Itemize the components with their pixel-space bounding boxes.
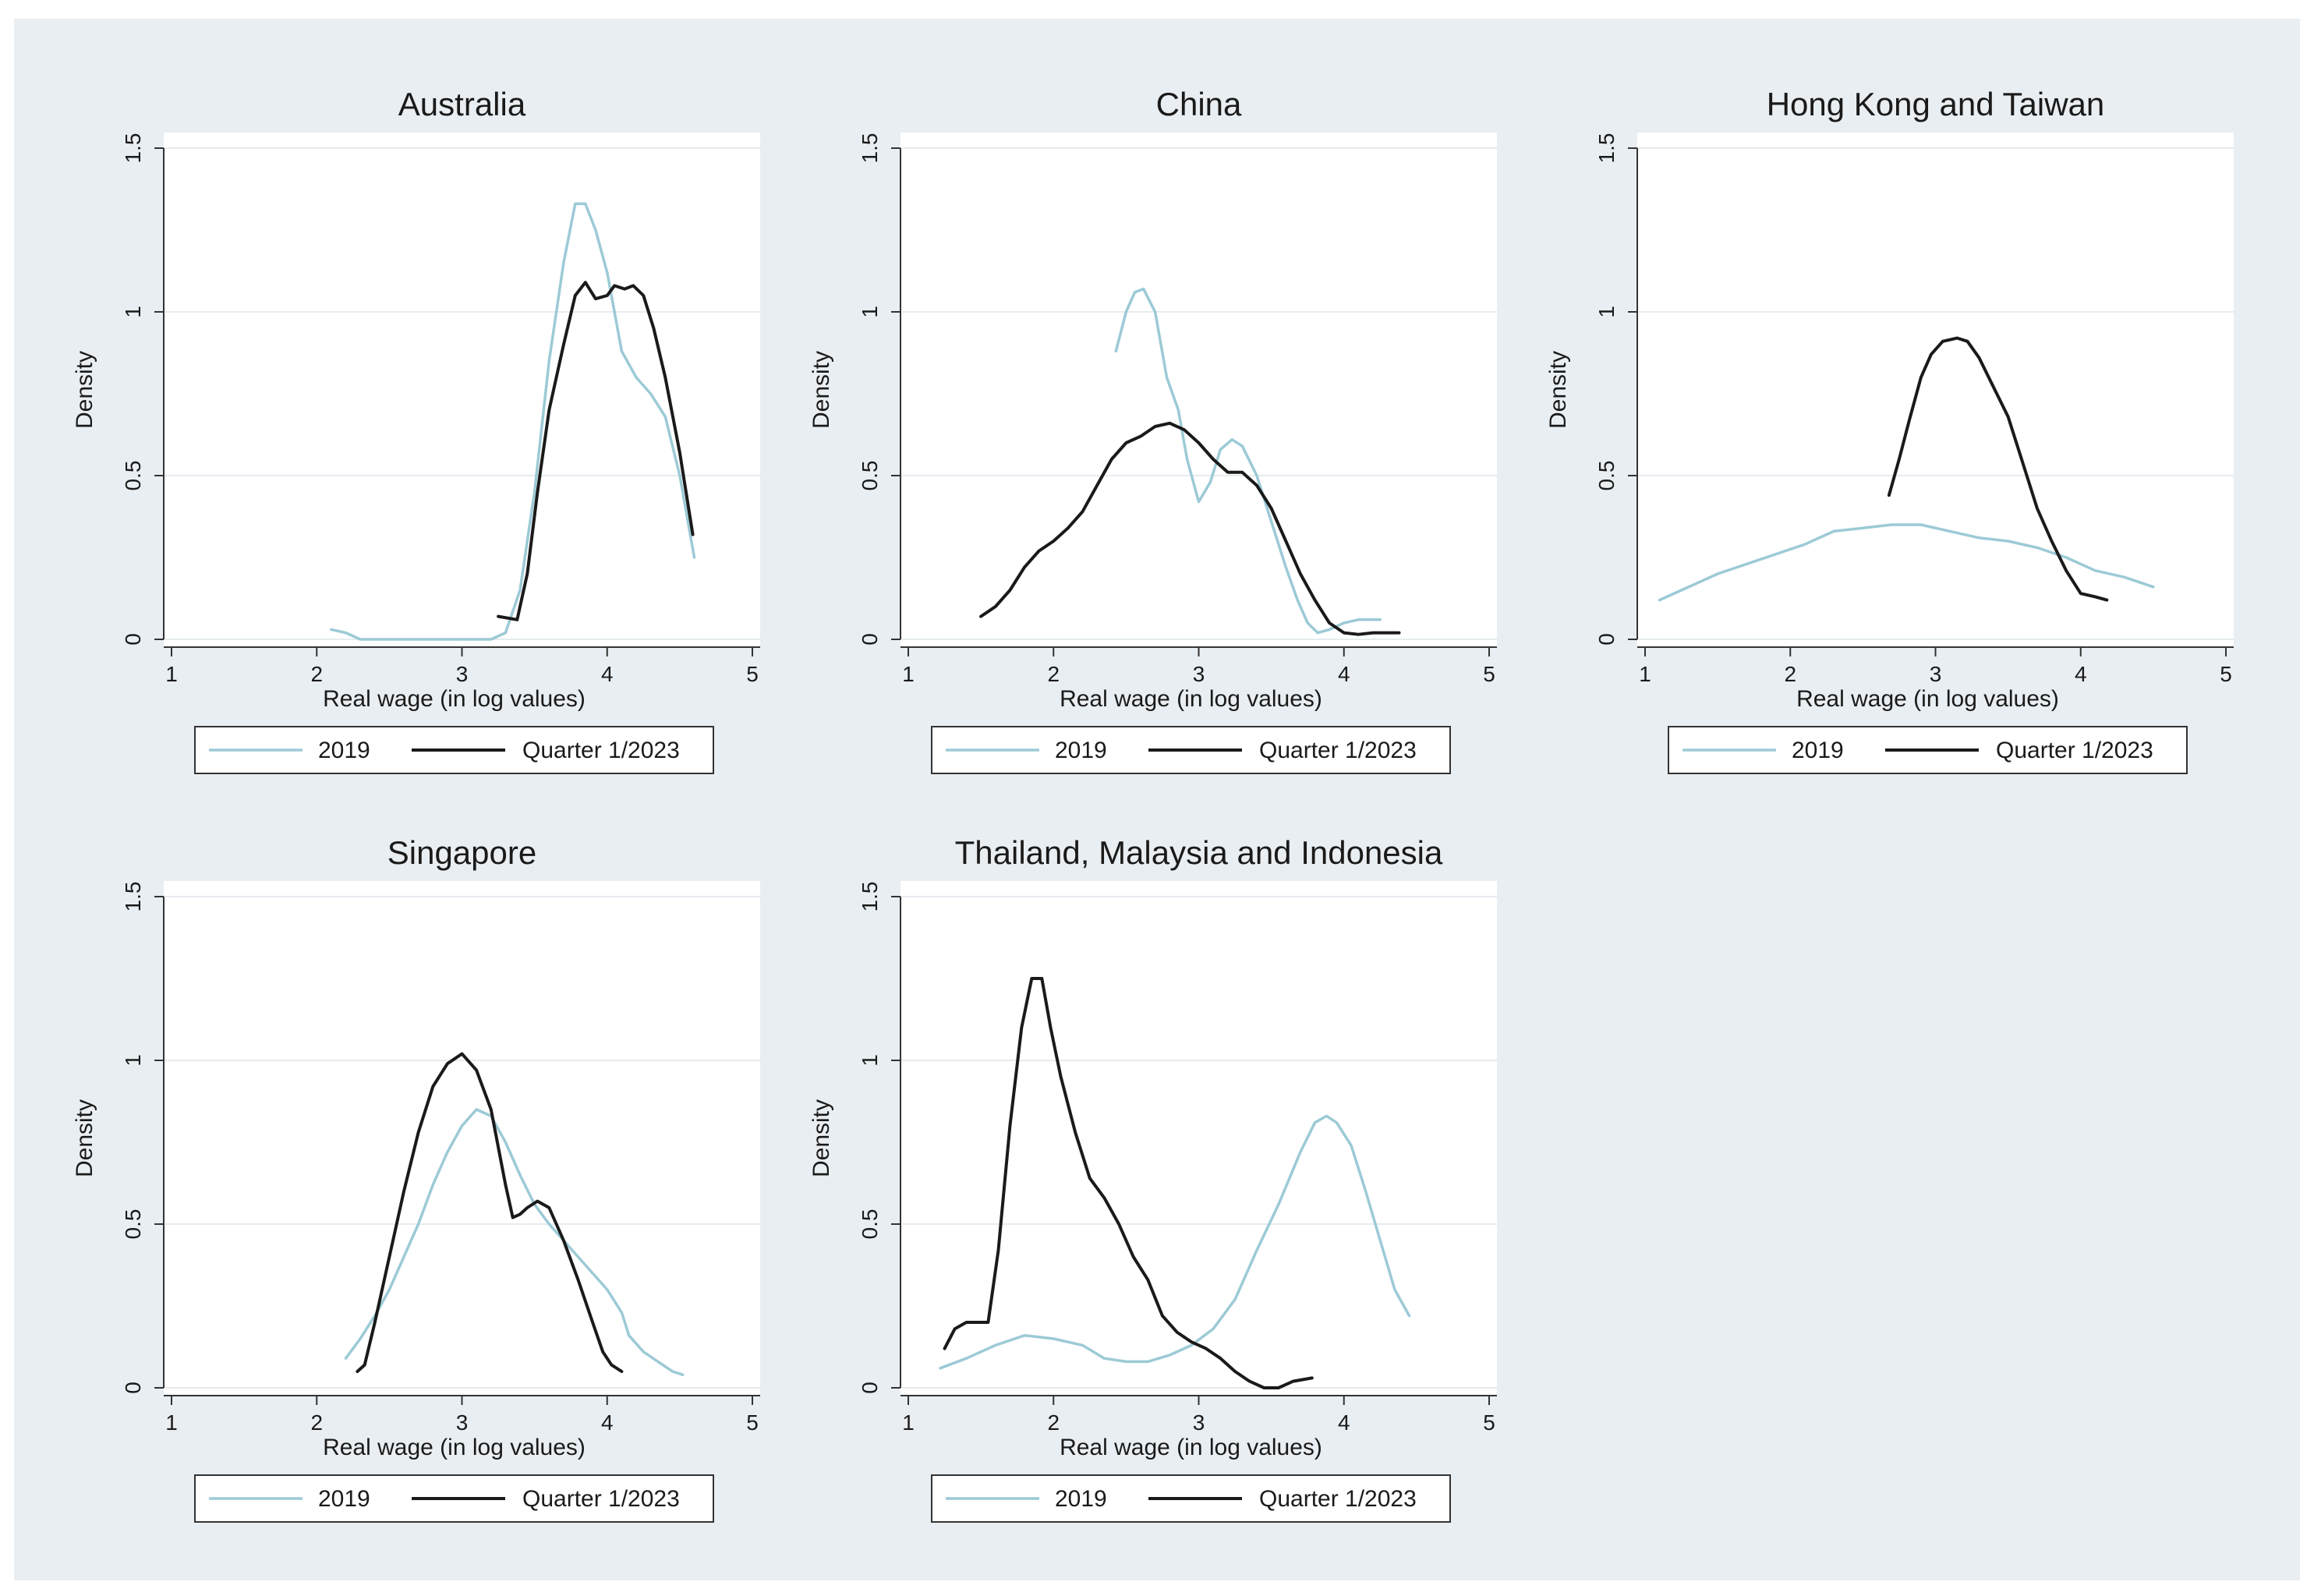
- y-tick-label: 1.5: [121, 133, 145, 164]
- y-tick-label: 1: [858, 306, 882, 318]
- x-tick-label: 3: [456, 662, 469, 686]
- series-line-q1-2023: [1887, 336, 2109, 602]
- x-tick-label: 2: [1047, 1410, 1060, 1435]
- x-tick-label: 1: [165, 662, 178, 686]
- y-axis-title: Density: [72, 351, 97, 429]
- x-tick-label: 5: [746, 662, 759, 686]
- x-tick-label: 4: [1338, 1410, 1350, 1435]
- y-tick-label: 0.5: [121, 1209, 145, 1240]
- x-tick-label: 2: [310, 662, 323, 686]
- legend-label-q1-2023: Quarter 1/2023: [1259, 1486, 1417, 1512]
- panel-5: Thailand, Malaysia and Indonesia 0 0.5 1 1.5…: [808, 834, 1497, 1523]
- series-line-2019: [1114, 287, 1382, 635]
- y-axis-title: Density: [808, 351, 834, 429]
- plot-area: [164, 881, 760, 1396]
- y-tick-label: 1.5: [858, 133, 882, 164]
- x-tick-label: 5: [2220, 662, 2232, 686]
- x-tick-label: 1: [902, 1410, 915, 1435]
- y-tick-label: 1: [121, 1054, 145, 1067]
- x-tick-label: 5: [1483, 1410, 1495, 1435]
- y-tick-label: 0: [858, 1382, 882, 1394]
- y-axis-title: Density: [72, 1099, 97, 1177]
- y-tick-label: 1: [858, 1054, 882, 1067]
- x-tick-label: 1: [1639, 662, 1651, 686]
- x-tick-label: 1: [902, 662, 915, 686]
- panel-2: China 0 0.5 1 1.5 Density 1 2 3 4 5 Real wage (in l…: [808, 86, 1497, 774]
- plot-area: [1637, 133, 2234, 647]
- plot-area: [900, 133, 1497, 647]
- y-tick-label: 0: [121, 1382, 145, 1394]
- x-tick-label: 4: [1338, 662, 1350, 686]
- y-axis-title: Density: [1545, 351, 1571, 429]
- y-tick-label: 0.5: [858, 461, 882, 491]
- y-tick-label: 1.5: [858, 882, 882, 912]
- legend-label-q1-2023: Quarter 1/2023: [522, 1486, 680, 1512]
- x-tick-label: 3: [1930, 662, 1942, 686]
- series-line-q1-2023: [979, 421, 1401, 636]
- y-tick-label: 0: [858, 633, 882, 646]
- panel-title: Hong Kong and Taiwan: [1767, 86, 2105, 122]
- series-line-2019: [344, 1108, 685, 1376]
- series-line-q1-2023: [497, 281, 695, 621]
- panel-3: Hong Kong and Taiwan 0 0.5 1 1.5 Density 1 2 3 4 5…: [1545, 86, 2234, 774]
- x-tick-label: 4: [601, 1410, 614, 1435]
- legend-label-q1-2023: Quarter 1/2023: [1996, 738, 2153, 763]
- x-tick-label: 5: [746, 1410, 759, 1435]
- panel-title: Singapore: [387, 834, 536, 871]
- x-axis-title: Real wage (in log values): [1060, 686, 1322, 712]
- panel-title: China: [1156, 86, 1242, 122]
- panel-4: Singapore 0 0.5 1 1.5 Density 1 2 3 4 5 Real wage (…: [72, 834, 760, 1523]
- x-tick-label: 1: [165, 1410, 178, 1435]
- x-axis-title: Real wage (in log values): [1060, 1435, 1322, 1460]
- legend-label-2019: 2019: [1055, 1486, 1107, 1512]
- x-axis-title: Real wage (in log values): [323, 1435, 586, 1460]
- legend-label-q1-2023: Quarter 1/2023: [1259, 738, 1417, 763]
- series-line-2019: [330, 202, 696, 641]
- x-tick-label: 4: [601, 662, 614, 686]
- panel-title: Thailand, Malaysia and Indonesia: [955, 834, 1443, 871]
- legend-label-2019: 2019: [318, 1486, 370, 1512]
- x-tick-label: 2: [1047, 662, 1060, 686]
- panel-title: Australia: [398, 86, 526, 122]
- x-tick-label: 2: [1784, 662, 1796, 686]
- series-line-q1-2023: [356, 1052, 624, 1373]
- x-tick-label: 4: [2075, 662, 2087, 686]
- x-tick-label: 3: [456, 1410, 469, 1435]
- x-axis-title: Real wage (in log values): [323, 686, 586, 712]
- legend-label-2019: 2019: [1792, 738, 1844, 763]
- x-tick-label: 5: [1483, 662, 1495, 686]
- y-tick-label: 0: [121, 633, 145, 646]
- y-tick-label: 0.5: [1594, 461, 1619, 491]
- y-tick-label: 1: [121, 306, 145, 318]
- y-tick-label: 0.5: [121, 461, 145, 491]
- plot-area: [900, 881, 1497, 1396]
- series-line-2019: [1658, 523, 2155, 602]
- series-line-2019: [939, 1114, 1411, 1370]
- y-tick-label: 1.5: [1594, 133, 1619, 164]
- series-line-q1-2023: [943, 977, 1314, 1389]
- legend-label-2019: 2019: [318, 738, 370, 763]
- x-tick-label: 3: [1193, 662, 1205, 686]
- x-axis-title: Real wage (in log values): [1796, 686, 2059, 712]
- y-tick-label: 0: [1594, 633, 1619, 646]
- x-tick-label: 2: [310, 1410, 323, 1435]
- legend-label-q1-2023: Quarter 1/2023: [522, 738, 680, 763]
- x-tick-label: 3: [1193, 1410, 1205, 1435]
- panel-1: Australia 0 0.5 1 1.5 Density 1 2 3 4 5 Real wage (…: [72, 86, 760, 774]
- y-tick-label: 1.5: [121, 882, 145, 912]
- y-tick-label: 0.5: [858, 1209, 882, 1240]
- y-tick-label: 1: [1594, 306, 1619, 318]
- legend-label-2019: 2019: [1055, 738, 1107, 763]
- y-axis-title: Density: [808, 1099, 834, 1177]
- plot-area: [164, 133, 760, 647]
